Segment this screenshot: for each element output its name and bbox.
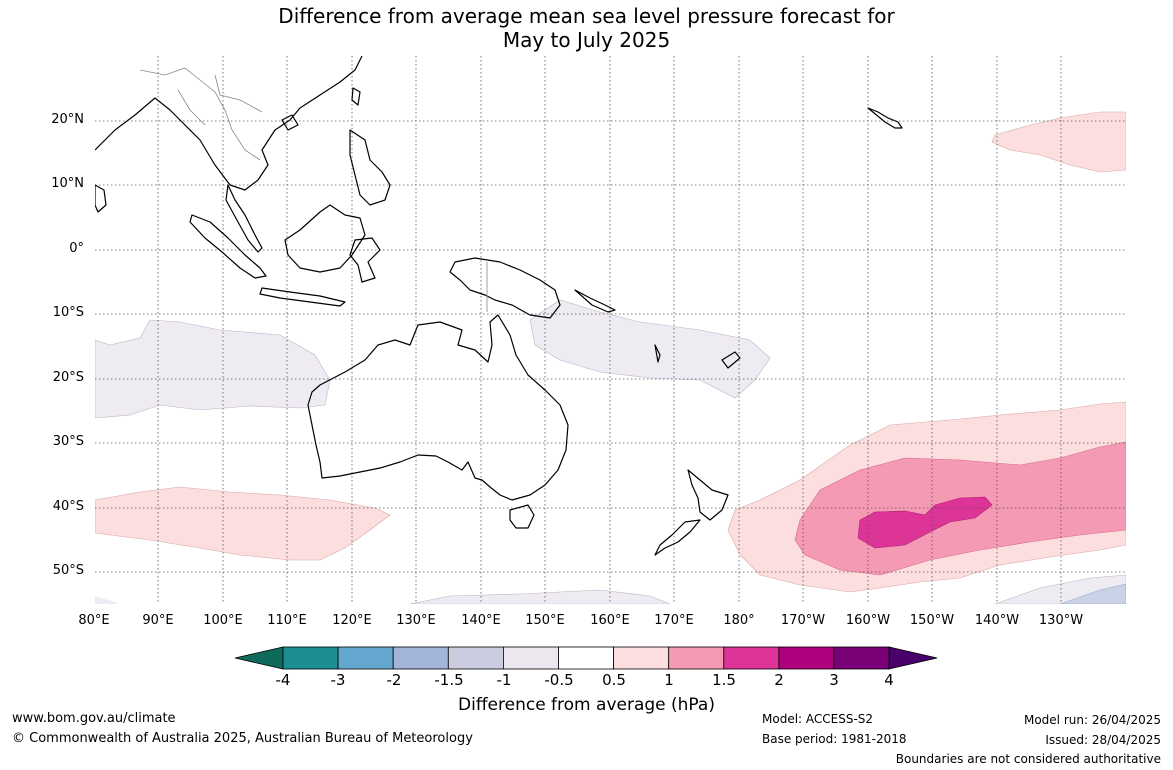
- map-title: Difference from average mean sea level p…: [0, 4, 1173, 52]
- colorbar-tick-label: 1.5: [712, 671, 736, 689]
- colorbar-swatch: [668, 646, 725, 670]
- map-title-line2: May to July 2025: [502, 28, 671, 52]
- colorbar-swatches: [234, 646, 938, 670]
- new-guinea-coastline: [449, 257, 561, 319]
- pressure-anomaly-map: [95, 56, 1126, 604]
- lon-label-160e: 160°E: [590, 613, 630, 628]
- hawaii-coastline: [867, 107, 903, 129]
- lon-label-130e: 130°E: [396, 613, 436, 628]
- colorbar-tick-label: -3: [330, 671, 346, 689]
- new-caledonia-coastline: [721, 351, 741, 369]
- lon-label-150w: 150°W: [909, 613, 955, 628]
- lon-label-170e: 170°E: [654, 613, 694, 628]
- colorbar-swatch: [502, 646, 559, 670]
- positive-anomaly-south-pacific-max: [857, 496, 993, 549]
- lon-label-160w: 160°W: [845, 613, 891, 628]
- lon-label-80e: 80°E: [78, 613, 110, 628]
- map-title-line1: Difference from average mean sea level p…: [278, 4, 895, 28]
- issued-date: Issued: 28/04/2025: [1045, 733, 1161, 747]
- taiwan-coastline: [351, 87, 361, 106]
- colorbar-tick-label: -0.5: [544, 671, 574, 689]
- asia-coastline: [95, 56, 363, 191]
- lat-label-20s: 20°S: [52, 370, 84, 385]
- australia-coastline: [307, 314, 569, 501]
- colorbar-swatch: [282, 646, 339, 670]
- colorbar-tick-label: -1.5: [434, 671, 464, 689]
- colorbar-tick-label: 2: [774, 671, 784, 689]
- colorbar-tick-label: -1: [496, 671, 512, 689]
- lon-label-140w: 140°W: [974, 613, 1020, 628]
- new-zealand-south-coastline: [654, 519, 701, 556]
- colorbar-swatch: [337, 646, 394, 670]
- lon-label-140e: 140°E: [461, 613, 501, 628]
- model-name: Model: ACCESS-S2: [762, 712, 874, 726]
- lat-label-30s: 30°S: [52, 434, 84, 449]
- negative-anomaly-coral-sea: [529, 299, 771, 399]
- longitude-gridlines: [157, 56, 1062, 604]
- colorbar-tick-label: 3: [829, 671, 839, 689]
- sri-lanka-coastline: [95, 184, 107, 213]
- borneo-coastline: [284, 204, 366, 273]
- sulawesi-coastline: [349, 237, 381, 283]
- solomon-islands-coastline: [574, 289, 616, 313]
- website-link[interactable]: www.bom.gov.au/climate: [12, 711, 176, 726]
- colorbar-title: Difference from average (hPa): [458, 695, 715, 715]
- colorbar-tick-label: -2: [386, 671, 402, 689]
- tasmania-coastline: [509, 504, 535, 529]
- lat-label-0: 0°: [69, 241, 84, 256]
- colorbar-extend-high: [888, 646, 938, 670]
- colorbar-tick-label: 0.5: [602, 671, 626, 689]
- colorbar-swatch: [723, 646, 780, 670]
- new-zealand-north-coastline: [687, 469, 729, 521]
- lon-label-150e: 150°E: [525, 613, 565, 628]
- lon-label-110e: 110°E: [267, 613, 307, 628]
- malay-peninsula-coastline: [225, 184, 263, 253]
- lat-label-50s: 50°S: [52, 563, 84, 578]
- lat-label-10s: 10°S: [52, 305, 84, 320]
- lon-label-120e: 120°E: [332, 613, 372, 628]
- negative-anomaly-southeast-inner: [1059, 583, 1126, 604]
- colorbar-swatch: [392, 646, 449, 670]
- positive-anomaly-southern-indian: [95, 486, 391, 561]
- base-period: Base period: 1981-2018: [762, 732, 907, 746]
- negative-anomaly-southern: [409, 589, 671, 604]
- colorbar-tick-label: -4: [275, 671, 291, 689]
- lat-label-10n: 10°N: [51, 176, 84, 191]
- lon-label-90e: 90°E: [142, 613, 174, 628]
- negative-anomaly-sw-corner: [95, 596, 118, 604]
- lat-label-20n: 20°N: [51, 112, 84, 127]
- lon-label-180: 180°: [723, 613, 755, 628]
- colorbar-swatch: [613, 646, 670, 670]
- colorbar-swatch: [833, 646, 890, 670]
- colorbar-tick-label: 1: [664, 671, 674, 689]
- philippines-coastline: [349, 129, 391, 206]
- colorbar-swatch: [558, 646, 614, 670]
- java-coastline: [259, 287, 346, 307]
- positive-anomaly-north-pacific: [991, 111, 1126, 173]
- vanuatu-coastline: [654, 344, 661, 363]
- lat-label-40s: 40°S: [52, 499, 84, 514]
- colorbar-tick-label: 4: [884, 671, 894, 689]
- negative-anomaly-indian-ocean: [95, 319, 331, 419]
- lon-label-100e: 100°E: [203, 613, 243, 628]
- hainan-coastline: [281, 114, 299, 131]
- sumatra-coastline: [189, 214, 267, 279]
- colorbar-extend-low: [234, 646, 284, 670]
- copyright-text: © Commonwealth of Australia 2025, Austra…: [12, 731, 473, 746]
- colorbar-swatch: [447, 646, 504, 670]
- lon-label-170w: 170°W: [780, 613, 826, 628]
- lon-label-130w: 130°W: [1038, 613, 1084, 628]
- mainland-asia-borders: [139, 67, 263, 161]
- boundaries-disclaimer: Boundaries are not considered authoritat…: [895, 752, 1161, 766]
- model-run-date: Model run: 26/04/2025: [1023, 713, 1161, 727]
- colorbar-swatch: [778, 646, 835, 670]
